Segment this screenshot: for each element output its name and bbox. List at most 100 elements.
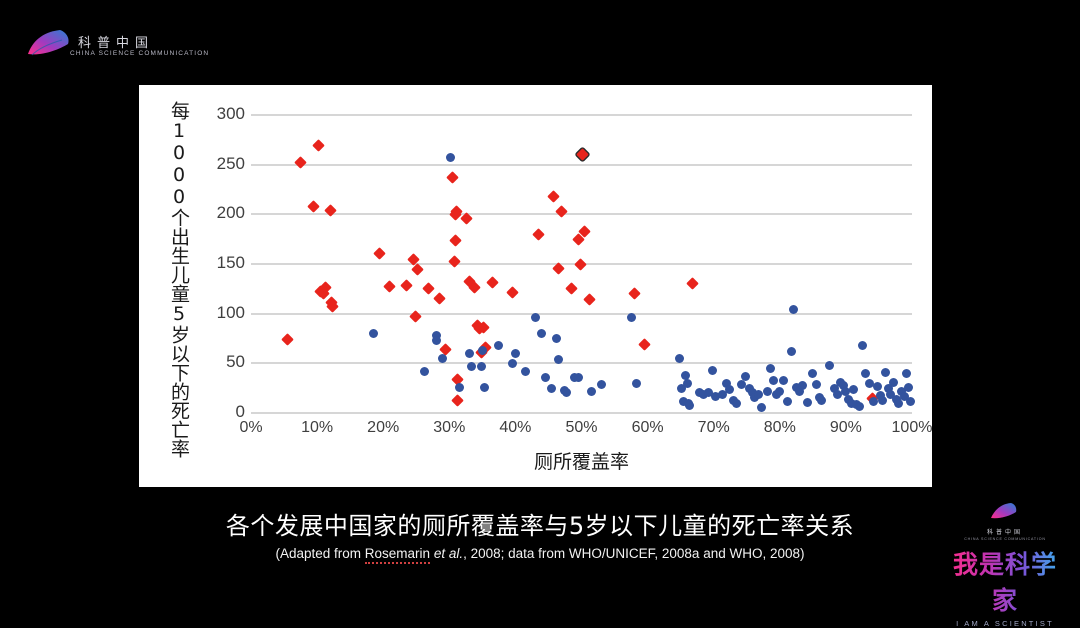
y-tick-label: 250 xyxy=(216,153,245,173)
x-tick-label: 20% xyxy=(367,419,400,436)
data-point-blue xyxy=(771,389,781,399)
data-point-red xyxy=(477,321,491,334)
data-point-blue xyxy=(829,383,839,393)
data-point-red xyxy=(312,139,325,153)
source-etal: et al. xyxy=(430,546,464,561)
data-point-blue xyxy=(899,391,909,401)
data-point-blue xyxy=(904,382,914,392)
data-point-blue xyxy=(477,345,487,355)
data-point-red xyxy=(479,341,493,354)
data-point-blue xyxy=(699,389,709,399)
data-point-red xyxy=(280,333,294,346)
data-point-blue xyxy=(510,348,520,358)
gridline xyxy=(251,263,912,265)
data-point-red xyxy=(468,281,481,295)
data-point-red xyxy=(325,300,339,314)
data-point-red xyxy=(576,148,590,162)
data-point-blue xyxy=(798,380,808,390)
y-tick-label: 200 xyxy=(216,203,245,223)
data-point-red xyxy=(462,275,476,289)
data-point-blue xyxy=(902,368,912,378)
data-point-blue xyxy=(747,387,757,397)
data-point-blue xyxy=(547,383,557,393)
source-author: Rosemarin xyxy=(364,546,431,564)
data-point-blue xyxy=(431,331,441,341)
scientist-logo-title: 我是科学家 xyxy=(946,545,1064,617)
data-point-red xyxy=(450,372,464,386)
caption-title: 各个发展中国家的厕所覆盖率与5岁以下儿童的死亡率关系 xyxy=(225,512,855,540)
data-point-blue xyxy=(833,389,843,399)
y-tick-label: 0 xyxy=(235,402,245,421)
data-point-blue xyxy=(479,382,489,392)
data-point-blue xyxy=(732,398,742,408)
data-point-blue xyxy=(710,391,720,401)
data-point-blue xyxy=(783,396,793,406)
data-point-blue xyxy=(779,375,789,385)
data-point-red xyxy=(316,287,330,301)
data-point-red xyxy=(314,285,327,299)
x-tick-label: 80% xyxy=(763,419,796,436)
data-point-red xyxy=(628,287,641,301)
data-point-red xyxy=(446,171,459,184)
data-point-blue xyxy=(560,385,570,395)
scientist-logo-sub-cn: 科普中国 xyxy=(986,529,1023,536)
data-point-blue xyxy=(707,365,717,375)
data-point-red xyxy=(433,292,446,306)
y-tick-label: 100 xyxy=(216,302,245,322)
data-point-blue xyxy=(419,366,429,376)
data-point-red xyxy=(451,393,465,407)
data-point-red xyxy=(686,277,699,291)
x-axis-title: 厕所覆盖率 xyxy=(533,451,629,473)
source-suffix: , 2008; data from WHO/UNICEF, 2008a and … xyxy=(463,546,805,561)
data-point-red xyxy=(448,254,461,268)
data-point-blue xyxy=(725,384,735,394)
data-point-red xyxy=(474,346,488,359)
data-point-blue xyxy=(864,378,874,388)
data-point-blue xyxy=(744,383,754,393)
data-point-blue xyxy=(520,366,530,376)
data-point-blue xyxy=(857,340,867,350)
data-point-blue xyxy=(682,378,692,388)
data-point-blue xyxy=(432,335,442,345)
data-point-blue xyxy=(886,389,896,399)
data-point-blue xyxy=(766,363,776,373)
data-point-blue xyxy=(875,390,885,400)
data-point-blue xyxy=(537,329,547,339)
data-point-blue xyxy=(846,398,856,408)
y-tick-label: 50 xyxy=(226,352,245,372)
brand-name-en: CHINA SCIENCE COMMUNICATION xyxy=(70,50,210,57)
data-point-blue xyxy=(368,329,378,339)
caption-source: (Adapted from Rosemarin et al., 2008; da… xyxy=(0,546,1080,564)
x-tick-label: 10% xyxy=(301,419,334,436)
x-tick-label: 40% xyxy=(499,419,532,436)
data-point-blue xyxy=(814,392,824,402)
scientist-logo-sub-en: CHINA SCIENCE COMMUNICATION xyxy=(964,537,1046,541)
data-point-blue xyxy=(717,389,727,399)
data-point-blue xyxy=(736,379,746,389)
data-point-blue xyxy=(906,396,916,406)
data-point-red xyxy=(578,224,592,238)
data-point-blue xyxy=(454,382,464,392)
data-point-blue xyxy=(808,368,818,378)
data-point-blue xyxy=(836,377,846,387)
data-point-blue xyxy=(494,340,504,350)
data-point-blue xyxy=(803,397,813,407)
data-point-blue xyxy=(722,378,732,388)
chart-panel: 每1000个出生儿童5岁以下的死亡率 0 50 100 150 200 250 300 0%… xyxy=(139,85,932,487)
data-point-blue xyxy=(849,384,859,394)
data-point-red xyxy=(421,282,435,296)
data-point-blue xyxy=(763,386,773,396)
x-tick-label: 30% xyxy=(433,419,466,436)
scientist-logo: 科普中国 CHINA SCIENCE COMMUNICATION 我是科学家 I… xyxy=(946,502,1064,628)
data-point-red xyxy=(583,293,596,307)
data-point-blue xyxy=(844,394,854,404)
data-point-red xyxy=(565,282,578,296)
brand-name-cn: 科普中国 xyxy=(78,36,155,51)
data-point-blue xyxy=(681,370,691,380)
data-point-blue xyxy=(756,402,766,412)
data-point-blue xyxy=(894,398,904,408)
data-point-blue xyxy=(873,381,883,391)
data-point-red xyxy=(411,263,424,277)
data-point-blue xyxy=(811,379,821,389)
data-point-blue xyxy=(631,378,641,388)
